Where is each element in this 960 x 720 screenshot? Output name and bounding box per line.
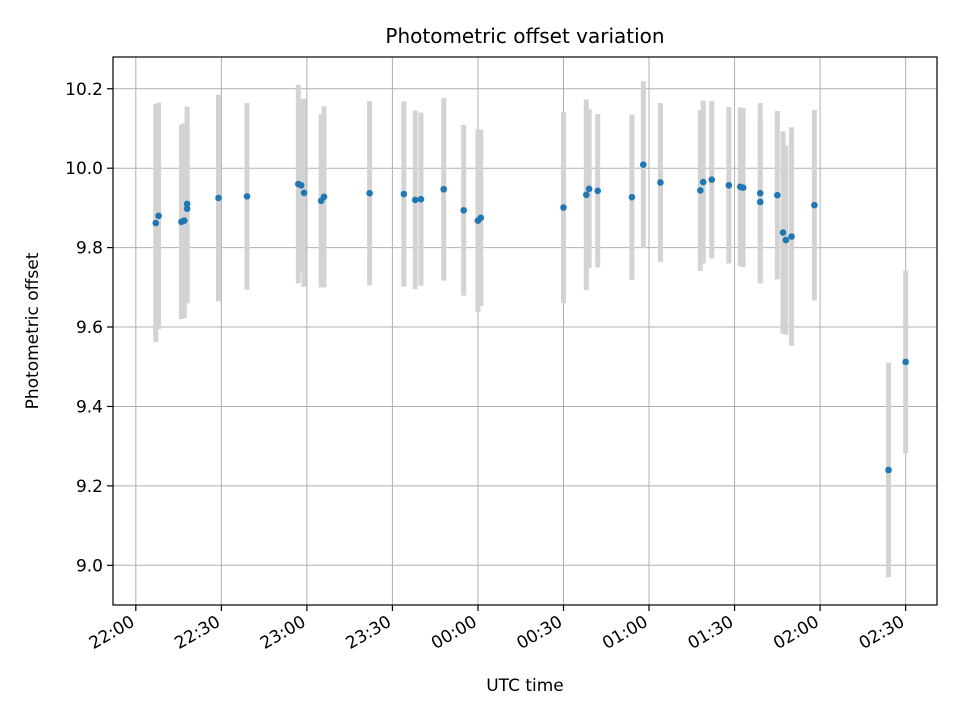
data-point — [180, 217, 188, 224]
data-point — [657, 179, 664, 186]
data-points — [152, 161, 909, 474]
chart-title: Photometric offset variation — [385, 24, 664, 48]
data-point — [756, 198, 764, 206]
data-point — [215, 194, 222, 202]
y-tick-label: 9.2 — [76, 477, 103, 497]
data-point — [708, 176, 716, 184]
y-axis-title: Photometric offset — [23, 252, 43, 409]
data-point — [300, 189, 308, 197]
data-point — [183, 205, 191, 212]
data-point — [699, 178, 707, 186]
data-point — [725, 181, 733, 189]
data-point — [152, 219, 160, 227]
data-point — [788, 233, 795, 240]
data-point — [320, 193, 328, 201]
plot-frame — [112, 56, 938, 606]
y-axis-ticks: 9.0 9.2 9.4 9.6 9.8 10.0 10.2 — [65, 80, 113, 576]
y-tick-label: 10.2 — [65, 80, 103, 100]
data-point — [885, 466, 892, 474]
data-point — [594, 187, 602, 195]
data-point — [774, 191, 781, 199]
data-point — [902, 358, 909, 366]
data-point — [811, 201, 818, 209]
data-point — [366, 189, 373, 197]
data-point — [183, 200, 191, 208]
data-point — [440, 185, 448, 193]
data-point — [739, 184, 747, 191]
data-point — [583, 191, 590, 199]
data-point — [477, 214, 485, 222]
data-point — [400, 190, 408, 198]
y-tick-label: 10.0 — [65, 159, 103, 179]
data-point — [628, 193, 636, 201]
data-point — [411, 196, 419, 204]
data-point — [460, 206, 467, 214]
data-point — [417, 195, 425, 203]
data-point — [782, 236, 790, 244]
data-point — [297, 181, 305, 189]
data-point — [155, 212, 162, 220]
data-point — [560, 204, 567, 211]
x-axis-title: UTC time — [486, 676, 564, 696]
y-tick-label: 9.4 — [76, 397, 103, 417]
y-tick-label: 9.6 — [76, 318, 103, 338]
data-point — [697, 187, 704, 194]
data-point — [585, 185, 593, 193]
y-tick-label: 9.8 — [76, 239, 103, 259]
data-point — [756, 189, 764, 197]
data-point — [243, 193, 251, 200]
y-tick-label: 9.0 — [76, 556, 103, 576]
data-point — [779, 229, 787, 236]
data-point — [640, 161, 647, 168]
